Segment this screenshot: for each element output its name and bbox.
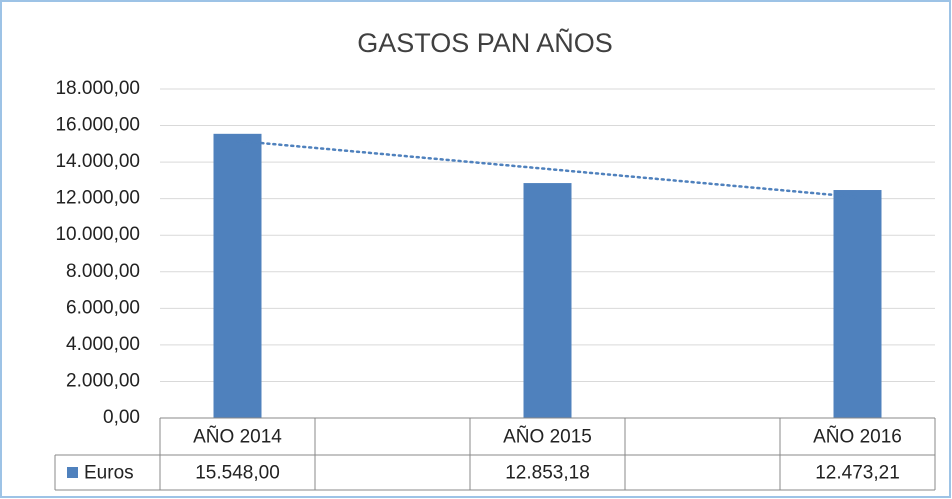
bar bbox=[833, 190, 882, 418]
y-tick-label: 6.000,00 bbox=[66, 297, 140, 318]
y-tick-label: 18.000,00 bbox=[55, 78, 140, 99]
legend-label: Euros bbox=[84, 463, 134, 484]
data-label: 12.853,18 bbox=[505, 463, 590, 484]
trendline bbox=[236, 139, 859, 199]
legend-key bbox=[67, 467, 78, 478]
bar bbox=[523, 183, 572, 418]
x-tick-label: AÑO 2015 bbox=[503, 426, 592, 448]
data-label: 15.548,00 bbox=[195, 463, 280, 484]
y-tick-label: 12.000,00 bbox=[55, 188, 140, 209]
y-tick-label: 2.000,00 bbox=[66, 370, 140, 391]
y-tick-label: 10.000,00 bbox=[55, 224, 140, 245]
y-tick-label: 14.000,00 bbox=[55, 151, 140, 172]
data-label: 12.473,21 bbox=[815, 463, 900, 484]
bar bbox=[213, 133, 262, 418]
chart-title: GASTOS PAN AÑOS bbox=[357, 27, 613, 58]
y-tick-label: 8.000,00 bbox=[66, 261, 140, 282]
x-tick-label: AÑO 2014 bbox=[193, 426, 282, 448]
y-tick-label: 0,00 bbox=[103, 407, 140, 428]
y-tick-label: 16.000,00 bbox=[55, 115, 140, 136]
y-tick-label: 4.000,00 bbox=[66, 334, 140, 355]
x-tick-label: AÑO 2016 bbox=[813, 426, 902, 448]
